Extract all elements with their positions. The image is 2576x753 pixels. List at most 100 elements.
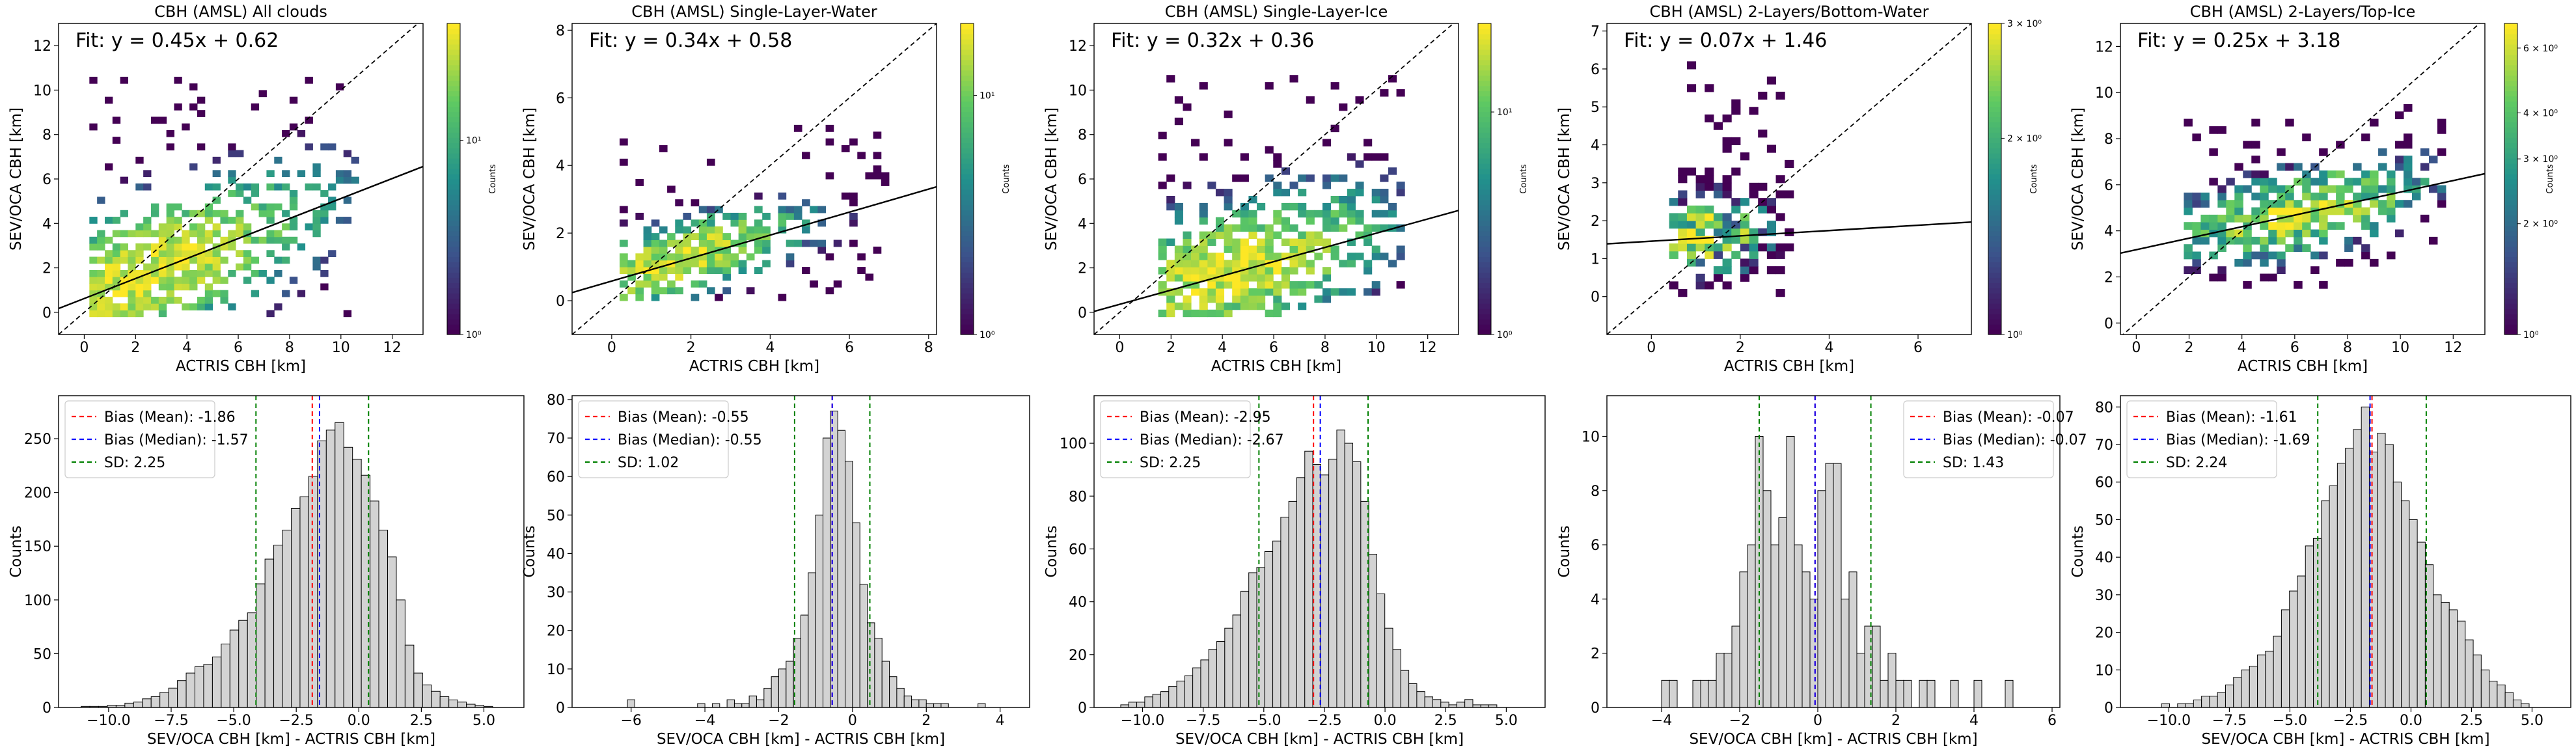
colorbar-swatch-3 xyxy=(1988,199,2001,206)
histogram-bar-4-44 xyxy=(2512,699,2522,708)
scatter-ytick-label-0-6: 12 xyxy=(33,38,51,55)
heatmap-cell-2 xyxy=(1330,82,1339,90)
histogram-bar-1-7 xyxy=(748,695,757,708)
heatmap-cell-2 xyxy=(1248,267,1257,275)
scatter-ylabel-4: SEV/OCA CBH [km] xyxy=(2070,107,2087,251)
scatter-xtick-label-0-3: 6 xyxy=(234,340,243,356)
histogram-bar-4-31 xyxy=(2409,519,2418,708)
heatmap-cell-2 xyxy=(1339,210,1348,218)
heatmap-cell-4 xyxy=(2387,200,2396,208)
heatmap-cell-0 xyxy=(150,203,159,211)
heatmap-cell-2 xyxy=(1298,210,1307,218)
heatmap-cell-0 xyxy=(166,217,174,224)
histogram-bar-0-14 xyxy=(203,664,213,708)
heatmap-cell-2 xyxy=(1174,217,1183,225)
histogram-bar-2-19 xyxy=(1272,540,1281,708)
histogram-bar-3-19 xyxy=(1809,598,1818,708)
hist-ytick-label-2-5: 100 xyxy=(1060,436,1087,452)
heatmap-cell-2 xyxy=(1289,224,1298,232)
colorbar-swatch-2 xyxy=(1478,194,1491,200)
hist-ytick-label-0-4: 200 xyxy=(24,486,51,502)
heatmap-cell-1 xyxy=(841,145,850,152)
heatmap-cell-0 xyxy=(282,170,290,178)
heatmap-cell-2 xyxy=(1183,267,1192,275)
heatmap-cell-4 xyxy=(2217,200,2227,208)
heatmap-cell-0 xyxy=(220,236,228,244)
heatmap-cell-4 xyxy=(2251,178,2260,186)
heatmap-cell-1 xyxy=(825,124,834,132)
hist-xtick-label-4-3: −2.5 xyxy=(2333,713,2368,729)
heatmap-cell-1 xyxy=(715,240,723,247)
heatmap-cell-2 xyxy=(1199,217,1208,225)
histogram-bar-2-4 xyxy=(1152,694,1161,708)
heatmap-cell-2 xyxy=(1240,302,1249,310)
colorbar-swatch-0 xyxy=(447,96,460,102)
heatmap-cell-0 xyxy=(243,236,252,244)
heatmap-cell-1 xyxy=(793,240,802,247)
heatmap-cell-2 xyxy=(1306,245,1315,253)
heatmap-cell-2 xyxy=(1174,274,1183,282)
heatmap-cell-0 xyxy=(166,277,174,284)
colorbar-swatch-0 xyxy=(447,28,460,34)
heatmap-cell-0 xyxy=(128,283,136,291)
heatmap-cell-4 xyxy=(2302,207,2311,215)
hist-xtick-label-0-5: 2.5 xyxy=(410,713,433,729)
heatmap-cell-4 xyxy=(2285,163,2294,171)
heatmap-cell-2 xyxy=(1207,288,1216,296)
colorbar-swatch-4 xyxy=(2504,277,2517,283)
heatmap-cell-3 xyxy=(1669,251,1679,259)
heatmap-cell-2 xyxy=(1273,160,1282,168)
histogram-bar-2-29 xyxy=(1352,461,1362,708)
heatmap-cell-2 xyxy=(1330,253,1339,260)
histogram-bar-0-22 xyxy=(273,545,283,708)
histogram-bar-1-10 xyxy=(771,676,779,708)
heatmap-cell-4 xyxy=(2378,200,2387,208)
heatmap-cell-1 xyxy=(675,260,683,267)
legend-entry-0-2: SD: 2.25 xyxy=(104,455,165,471)
heatmap-cell-2 xyxy=(1240,238,1249,246)
scatter-ytick-label-1-4: 8 xyxy=(556,23,565,39)
colorbar-swatch-0 xyxy=(447,23,460,29)
hist-ytick-label-4-3: 30 xyxy=(2095,588,2113,604)
heatmap-cell-0 xyxy=(189,103,198,111)
heatmap-cell-4 xyxy=(2361,207,2370,215)
hist-ytick-label-4-6: 60 xyxy=(2095,475,2113,491)
histogram-bar-3-34 xyxy=(1926,679,1936,708)
colorbar-swatch-0 xyxy=(447,319,460,325)
heatmap-cell-2 xyxy=(1215,274,1225,282)
colorbar-swatch-2 xyxy=(1478,127,1491,133)
histogram-bar-0-39 xyxy=(422,684,432,708)
hist-xtick-label-1-3: 0 xyxy=(848,713,857,729)
heatmap-cell-2 xyxy=(1355,182,1364,189)
heatmap-cell-2 xyxy=(1322,267,1332,275)
heatmap-cell-3 xyxy=(1686,251,1697,259)
histogram-bar-2-1 xyxy=(1128,702,1138,708)
colorbar-swatch-3 xyxy=(1988,262,2001,268)
colorbar-swatch-4 xyxy=(2504,116,2517,122)
colorbar-swatch-2 xyxy=(1478,148,1491,154)
heatmap-cell-0 xyxy=(89,303,98,310)
heatmap-cell-0 xyxy=(212,197,221,204)
histogram-bar-4-28 xyxy=(2385,444,2394,708)
heatmap-cell-1 xyxy=(698,260,707,267)
scatter-xtick-label-2-0: 0 xyxy=(1115,340,1124,356)
heatmap-cell-2 xyxy=(1215,267,1225,275)
colorbar-swatch-2 xyxy=(1478,308,1491,314)
heatmap-cell-0 xyxy=(174,256,182,264)
heatmap-cell-0 xyxy=(143,183,152,191)
heatmap-cell-3 xyxy=(1775,289,1785,297)
heatmap-cell-0 xyxy=(236,150,244,157)
histogram-bar-4-35 xyxy=(2441,601,2450,708)
colorbar-tick-label-3-2: 3 × 10⁰ xyxy=(2007,19,2042,29)
heatmap-cell-2 xyxy=(1174,117,1183,126)
heatmap-cell-2 xyxy=(1355,253,1364,260)
heatmap-cell-4 xyxy=(2209,148,2218,156)
heatmap-cell-1 xyxy=(825,138,834,146)
colorbar-tick-label-1-1: 10¹ xyxy=(980,91,994,102)
heatmap-cell-0 xyxy=(274,203,282,211)
heatmap-cell-2 xyxy=(1166,195,1175,204)
heatmap-cell-2 xyxy=(1207,267,1216,275)
heatmap-cell-0 xyxy=(166,243,174,251)
histogram-bar-1-9 xyxy=(763,687,772,708)
